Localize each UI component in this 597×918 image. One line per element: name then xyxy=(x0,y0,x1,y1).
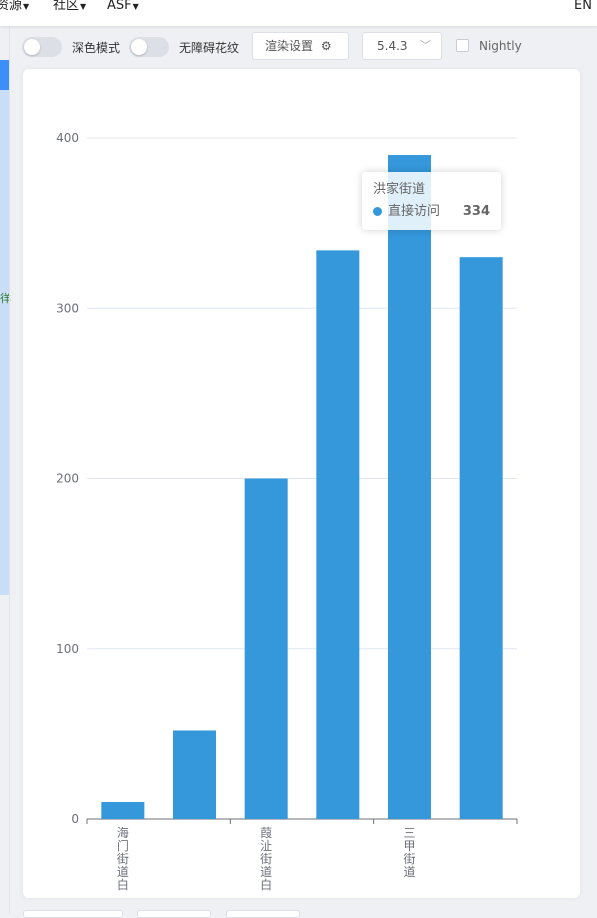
caret-down-icon: ▼ xyxy=(132,2,139,11)
dark-mode-label: 深色模式 xyxy=(72,41,121,55)
y-tick-label: 300 xyxy=(56,301,79,315)
render-settings-label: 渲染设置 xyxy=(265,39,314,53)
nav-asf-label: ASF xyxy=(107,0,132,13)
chart-tooltip: 洪家街道 直接访问 334 xyxy=(362,172,501,230)
language-switch[interactable]: EN xyxy=(574,0,592,13)
tooltip-row: 直接访问 334 xyxy=(373,203,490,221)
bottom-button[interactable] xyxy=(226,910,300,918)
tooltip-title: 洪家街道 xyxy=(373,182,426,197)
side-panel-edge xyxy=(0,60,9,595)
bar-chart[interactable]: 0 100 200 300 400 海门街道白 葭沚街道白 三甲街道 xyxy=(23,69,580,898)
x-tick-label: 三甲街道 xyxy=(403,826,415,879)
side-panel-glyph: 徉 xyxy=(0,292,11,305)
y-tick-label: 0 xyxy=(71,812,79,826)
render-settings-button[interactable]: 渲染设置 ⚙ xyxy=(252,32,349,60)
chart-card: 0 100 200 300 400 海门街道白 葭沚街道白 三甲街道 洪家街道 直接访问 33… xyxy=(23,69,580,898)
tooltip-value: 334 xyxy=(462,204,490,219)
gear-icon: ⚙ xyxy=(320,39,332,53)
y-tick-label: 400 xyxy=(56,131,79,145)
nightly-label: Nightly xyxy=(479,39,522,53)
series-marker-icon xyxy=(373,207,382,216)
version-select[interactable]: 5.4.3 ﹀ xyxy=(362,32,442,60)
side-panel-active-tab[interactable] xyxy=(0,60,9,90)
nav-asf[interactable]: ASF▼ xyxy=(107,0,139,13)
bottom-button[interactable] xyxy=(137,910,211,918)
bar[interactable] xyxy=(459,257,503,819)
bar[interactable] xyxy=(101,801,145,819)
nav-community-label: 社区 xyxy=(53,0,80,13)
bottom-button[interactable] xyxy=(23,910,123,918)
caret-down-icon: ▼ xyxy=(80,2,87,11)
nav-resources-label: 资源 xyxy=(0,0,23,13)
nav-community[interactable]: 社区▼ xyxy=(53,0,86,13)
tooltip-series-name: 直接访问 xyxy=(388,204,441,219)
version-select-value: 5.4.3 xyxy=(377,39,408,53)
y-tick-label: 100 xyxy=(56,642,79,656)
bar[interactable] xyxy=(244,478,288,820)
x-tick-label: 葭沚街道白 xyxy=(260,826,272,892)
bar[interactable] xyxy=(173,730,216,819)
aria-pattern-label: 无障碍花纹 xyxy=(179,41,240,55)
bar[interactable] xyxy=(316,250,360,820)
chevron-down-icon: ﹀ xyxy=(420,39,431,52)
dark-mode-toggle[interactable] xyxy=(22,37,62,57)
toolbar: 深色模式 无障碍花纹 渲染设置 ⚙ 5.4.3 ﹀ Nightly xyxy=(22,32,592,60)
panel-divider xyxy=(9,26,10,914)
caret-down-icon: ▼ xyxy=(23,2,30,11)
top-nav: 资源▼ 社区▼ ASF▼ EN xyxy=(0,0,597,26)
nightly-checkbox[interactable] xyxy=(456,39,469,52)
aria-pattern-toggle[interactable] xyxy=(129,37,169,57)
y-tick-label: 200 xyxy=(56,472,79,486)
nav-resources[interactable]: 资源▼ xyxy=(0,0,29,13)
x-tick-label: 海门街道白 xyxy=(117,825,129,892)
bar[interactable] xyxy=(388,155,431,819)
